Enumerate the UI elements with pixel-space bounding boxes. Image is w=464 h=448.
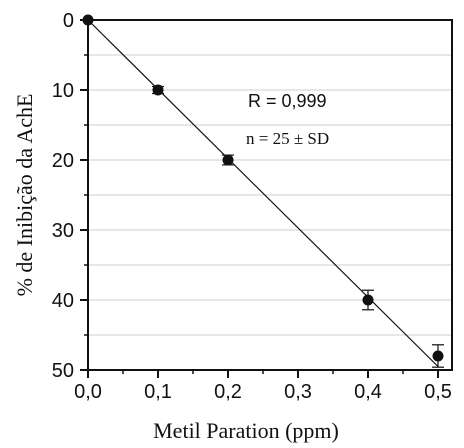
y-ticks: 0 10 20 30 40 50 xyxy=(52,10,88,382)
y-tick-label: 20 xyxy=(52,150,74,172)
x-tick-label: 0,4 xyxy=(354,381,382,403)
x-tick-label: 0,5 xyxy=(424,381,452,403)
data-point xyxy=(222,154,234,166)
data-point xyxy=(362,294,374,306)
x-ticks: 0,0 0,1 0,2 0,3 0,4 0,5 xyxy=(74,370,452,403)
y-tick-label: 50 xyxy=(52,360,74,382)
x-tick-label: 0,3 xyxy=(284,381,312,403)
data-point xyxy=(432,350,444,362)
y-tick-label: 30 xyxy=(52,220,74,242)
x-tick-label: 0,2 xyxy=(214,381,242,403)
x-tick-label: 0,0 xyxy=(74,381,102,403)
gridlines xyxy=(88,54,452,336)
annotation-n-sd: n = 25 ± SD xyxy=(246,129,329,148)
x-tick-label: 0,1 xyxy=(144,381,172,403)
x-axis-title: Metil Paration (ppm) xyxy=(153,418,339,443)
annotation-r-value: R = 0,999 xyxy=(248,91,327,111)
data-point xyxy=(152,84,164,96)
y-axis-title: % de Inibição da AchE xyxy=(12,94,37,297)
data-points xyxy=(82,14,444,362)
y-tick-label: 40 xyxy=(52,290,74,312)
y-tick-label: 0 xyxy=(63,10,74,32)
y-tick-label: 10 xyxy=(52,80,74,102)
fit-line xyxy=(87,19,439,367)
